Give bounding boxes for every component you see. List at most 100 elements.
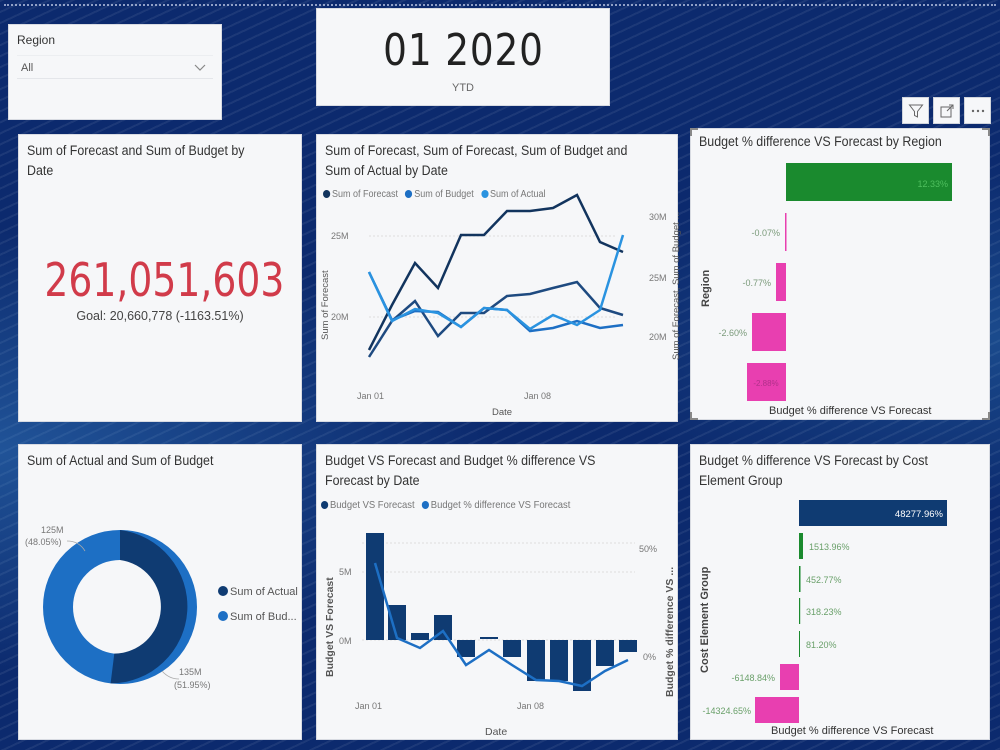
donut-slice-actual xyxy=(110,530,188,684)
svg-text:Jan 01: Jan 01 xyxy=(355,701,382,711)
cost-element-bar-card[interactable]: Budget % difference VS Forecast by Cost … xyxy=(690,444,990,740)
svg-text:-2.88%: -2.88% xyxy=(753,379,778,388)
cost-bar-title: Budget % difference VS Forecast by Cost … xyxy=(699,453,928,488)
line-chart-legend: Sum of Forecast Sum of Budget Sum of Act… xyxy=(323,189,545,200)
svg-text:Date: Date xyxy=(492,407,512,418)
combo-chart-plot: 5M 0M 50% 0% Jan 01 Jan 08 Date Budget V… xyxy=(324,533,676,738)
resize-handle[interactable] xyxy=(690,128,698,136)
bar xyxy=(780,664,799,690)
resize-handle[interactable] xyxy=(982,412,990,420)
svg-text:50%: 50% xyxy=(639,544,657,554)
svg-text:Region: Region xyxy=(700,269,712,307)
slicer-label: Region xyxy=(17,33,56,47)
svg-text:Sum of Forecast, Sum of Budget: Sum of Forecast, Sum of Budget ... xyxy=(671,212,682,360)
svg-text:452.77%: 452.77% xyxy=(806,575,842,585)
resize-handle[interactable] xyxy=(982,128,990,136)
svg-text:20M: 20M xyxy=(331,312,349,322)
visual-header xyxy=(902,97,991,124)
donut-plot: 125M (48.05%) 135M (51.95%) Sum of Actua… xyxy=(25,525,298,690)
svg-text:125M: 125M xyxy=(41,525,64,535)
more-options-icon xyxy=(971,109,984,112)
bar xyxy=(799,598,801,624)
legend-item[interactable]: Sum of Budget xyxy=(405,189,474,200)
svg-text:Sum of Bud...: Sum of Bud... xyxy=(230,611,297,623)
svg-text:Jan 08: Jan 08 xyxy=(524,391,551,401)
bar xyxy=(747,363,786,401)
bar xyxy=(799,500,947,526)
svg-text:12.33%: 12.33% xyxy=(917,179,948,189)
date-card: 01 2020 YTD xyxy=(316,8,610,106)
region-bar-card[interactable]: Budget % difference VS Forecast by Regio… xyxy=(690,128,990,420)
svg-text:0%: 0% xyxy=(643,652,656,662)
donut-legend: Sum of Actual Sum of Bud... xyxy=(218,586,298,623)
chevron-down-icon xyxy=(194,64,206,71)
svg-text:Sum of Actual: Sum of Actual xyxy=(230,586,298,598)
more-options-button[interactable] xyxy=(964,97,991,124)
forecast2-line xyxy=(367,280,624,358)
focus-mode-button[interactable] xyxy=(933,97,960,124)
svg-text:-14324.65%: -14324.65% xyxy=(702,706,751,716)
line-chart-title: Sum of Forecast, Sum of Forecast, Sum of… xyxy=(325,143,628,178)
legend-item[interactable]: Sum of Actual xyxy=(480,189,545,200)
svg-text:25M: 25M xyxy=(649,273,667,283)
svg-text:25M: 25M xyxy=(331,231,349,241)
svg-text:-2.60%: -2.60% xyxy=(718,328,747,338)
region-dropdown[interactable]: All xyxy=(17,55,213,79)
kpi-title: Sum of Forecast and Sum of Budget by Dat… xyxy=(27,143,245,178)
region-slicer: Region All xyxy=(8,24,222,120)
svg-text:Budget % difference VS Forecas: Budget % difference VS Forecast xyxy=(769,405,931,417)
region-bar-title: Budget % difference VS Forecast by Regio… xyxy=(699,134,942,149)
svg-text:(48.05%): (48.05%) xyxy=(25,537,62,547)
svg-text:48277.96%: 48277.96% xyxy=(895,509,944,520)
date-value: 01 2020 xyxy=(382,25,544,76)
combo-chart-legend: Budget VS Forecast Budget % difference V… xyxy=(321,499,570,511)
filter-icon xyxy=(907,104,924,118)
svg-text:81.20%: 81.20% xyxy=(806,640,837,650)
combo-chart-title: Budget VS Forecast and Budget % differen… xyxy=(325,453,596,488)
resize-handle[interactable] xyxy=(690,412,698,420)
svg-text:318.23%: 318.23% xyxy=(806,607,842,617)
pct-difference-line xyxy=(373,562,629,688)
svg-text:-0.07%: -0.07% xyxy=(751,228,780,238)
bar xyxy=(799,533,803,559)
svg-text:30M: 30M xyxy=(649,212,667,222)
svg-text:Jan 08: Jan 08 xyxy=(517,701,544,711)
cost-bar-plot: 48277.96% 1513.96% 452.77% 318.23% 81.20… xyxy=(699,500,947,737)
bar xyxy=(752,313,786,351)
legend-item[interactable]: Budget VS Forecast xyxy=(321,499,415,511)
svg-text:Jan 01: Jan 01 xyxy=(357,391,384,401)
bar xyxy=(799,631,800,657)
svg-text:Budget % difference VS Forecas: Budget % difference VS Forecast xyxy=(771,725,933,737)
legend-item[interactable]: Sum of Forecast xyxy=(323,189,398,200)
legend-item[interactable]: Budget % difference VS Forecast xyxy=(421,499,570,511)
donut-title: Sum of Actual and Sum of Budget xyxy=(27,453,214,468)
svg-text:Sum of Forecast: Sum of Forecast xyxy=(320,270,331,340)
svg-text:20M: 20M xyxy=(649,332,667,342)
svg-text:135M: 135M xyxy=(179,667,202,677)
forecast-line xyxy=(367,193,624,351)
line-chart-card[interactable]: Sum of Forecast, Sum of Forecast, Sum of… xyxy=(316,134,682,422)
bar xyxy=(799,566,801,592)
kpi-value: 261,051,603 xyxy=(44,253,285,307)
kpi-card[interactable]: Sum of Forecast and Sum of Budget by Dat… xyxy=(18,134,302,422)
svg-text:-0.77%: -0.77% xyxy=(742,278,771,288)
bar xyxy=(786,163,952,201)
budget-line xyxy=(367,271,624,333)
svg-text:Budget VS Forecast: Budget VS Forecast xyxy=(324,577,336,677)
bar xyxy=(755,697,799,723)
filter-button[interactable] xyxy=(902,97,929,124)
actual-line xyxy=(367,234,625,331)
region-bar-plot: 12.33% -0.07% -0.77% -2.60% -2.88% Regio… xyxy=(700,163,952,417)
focus-mode-icon xyxy=(940,104,953,117)
donut-chart-card[interactable]: Sum of Actual and Sum of Budget 125M (48… xyxy=(18,444,302,740)
svg-text:0M: 0M xyxy=(339,636,352,646)
svg-text:5M: 5M xyxy=(339,567,352,577)
budget-vs-forecast-bars xyxy=(366,533,637,691)
canvas-border xyxy=(4,4,996,6)
svg-text:1513.96%: 1513.96% xyxy=(809,542,850,552)
kpi-goal: Goal: 20,660,778 (-1163.51%) xyxy=(76,309,244,323)
combo-chart-card[interactable]: Budget VS Forecast and Budget % differen… xyxy=(316,444,678,740)
svg-text:(51.95%): (51.95%) xyxy=(174,680,211,690)
bar xyxy=(785,213,787,251)
line-chart-plot: 25M 20M 30M 25M 20M Jan 01 Jan 08 Date S… xyxy=(320,193,682,418)
